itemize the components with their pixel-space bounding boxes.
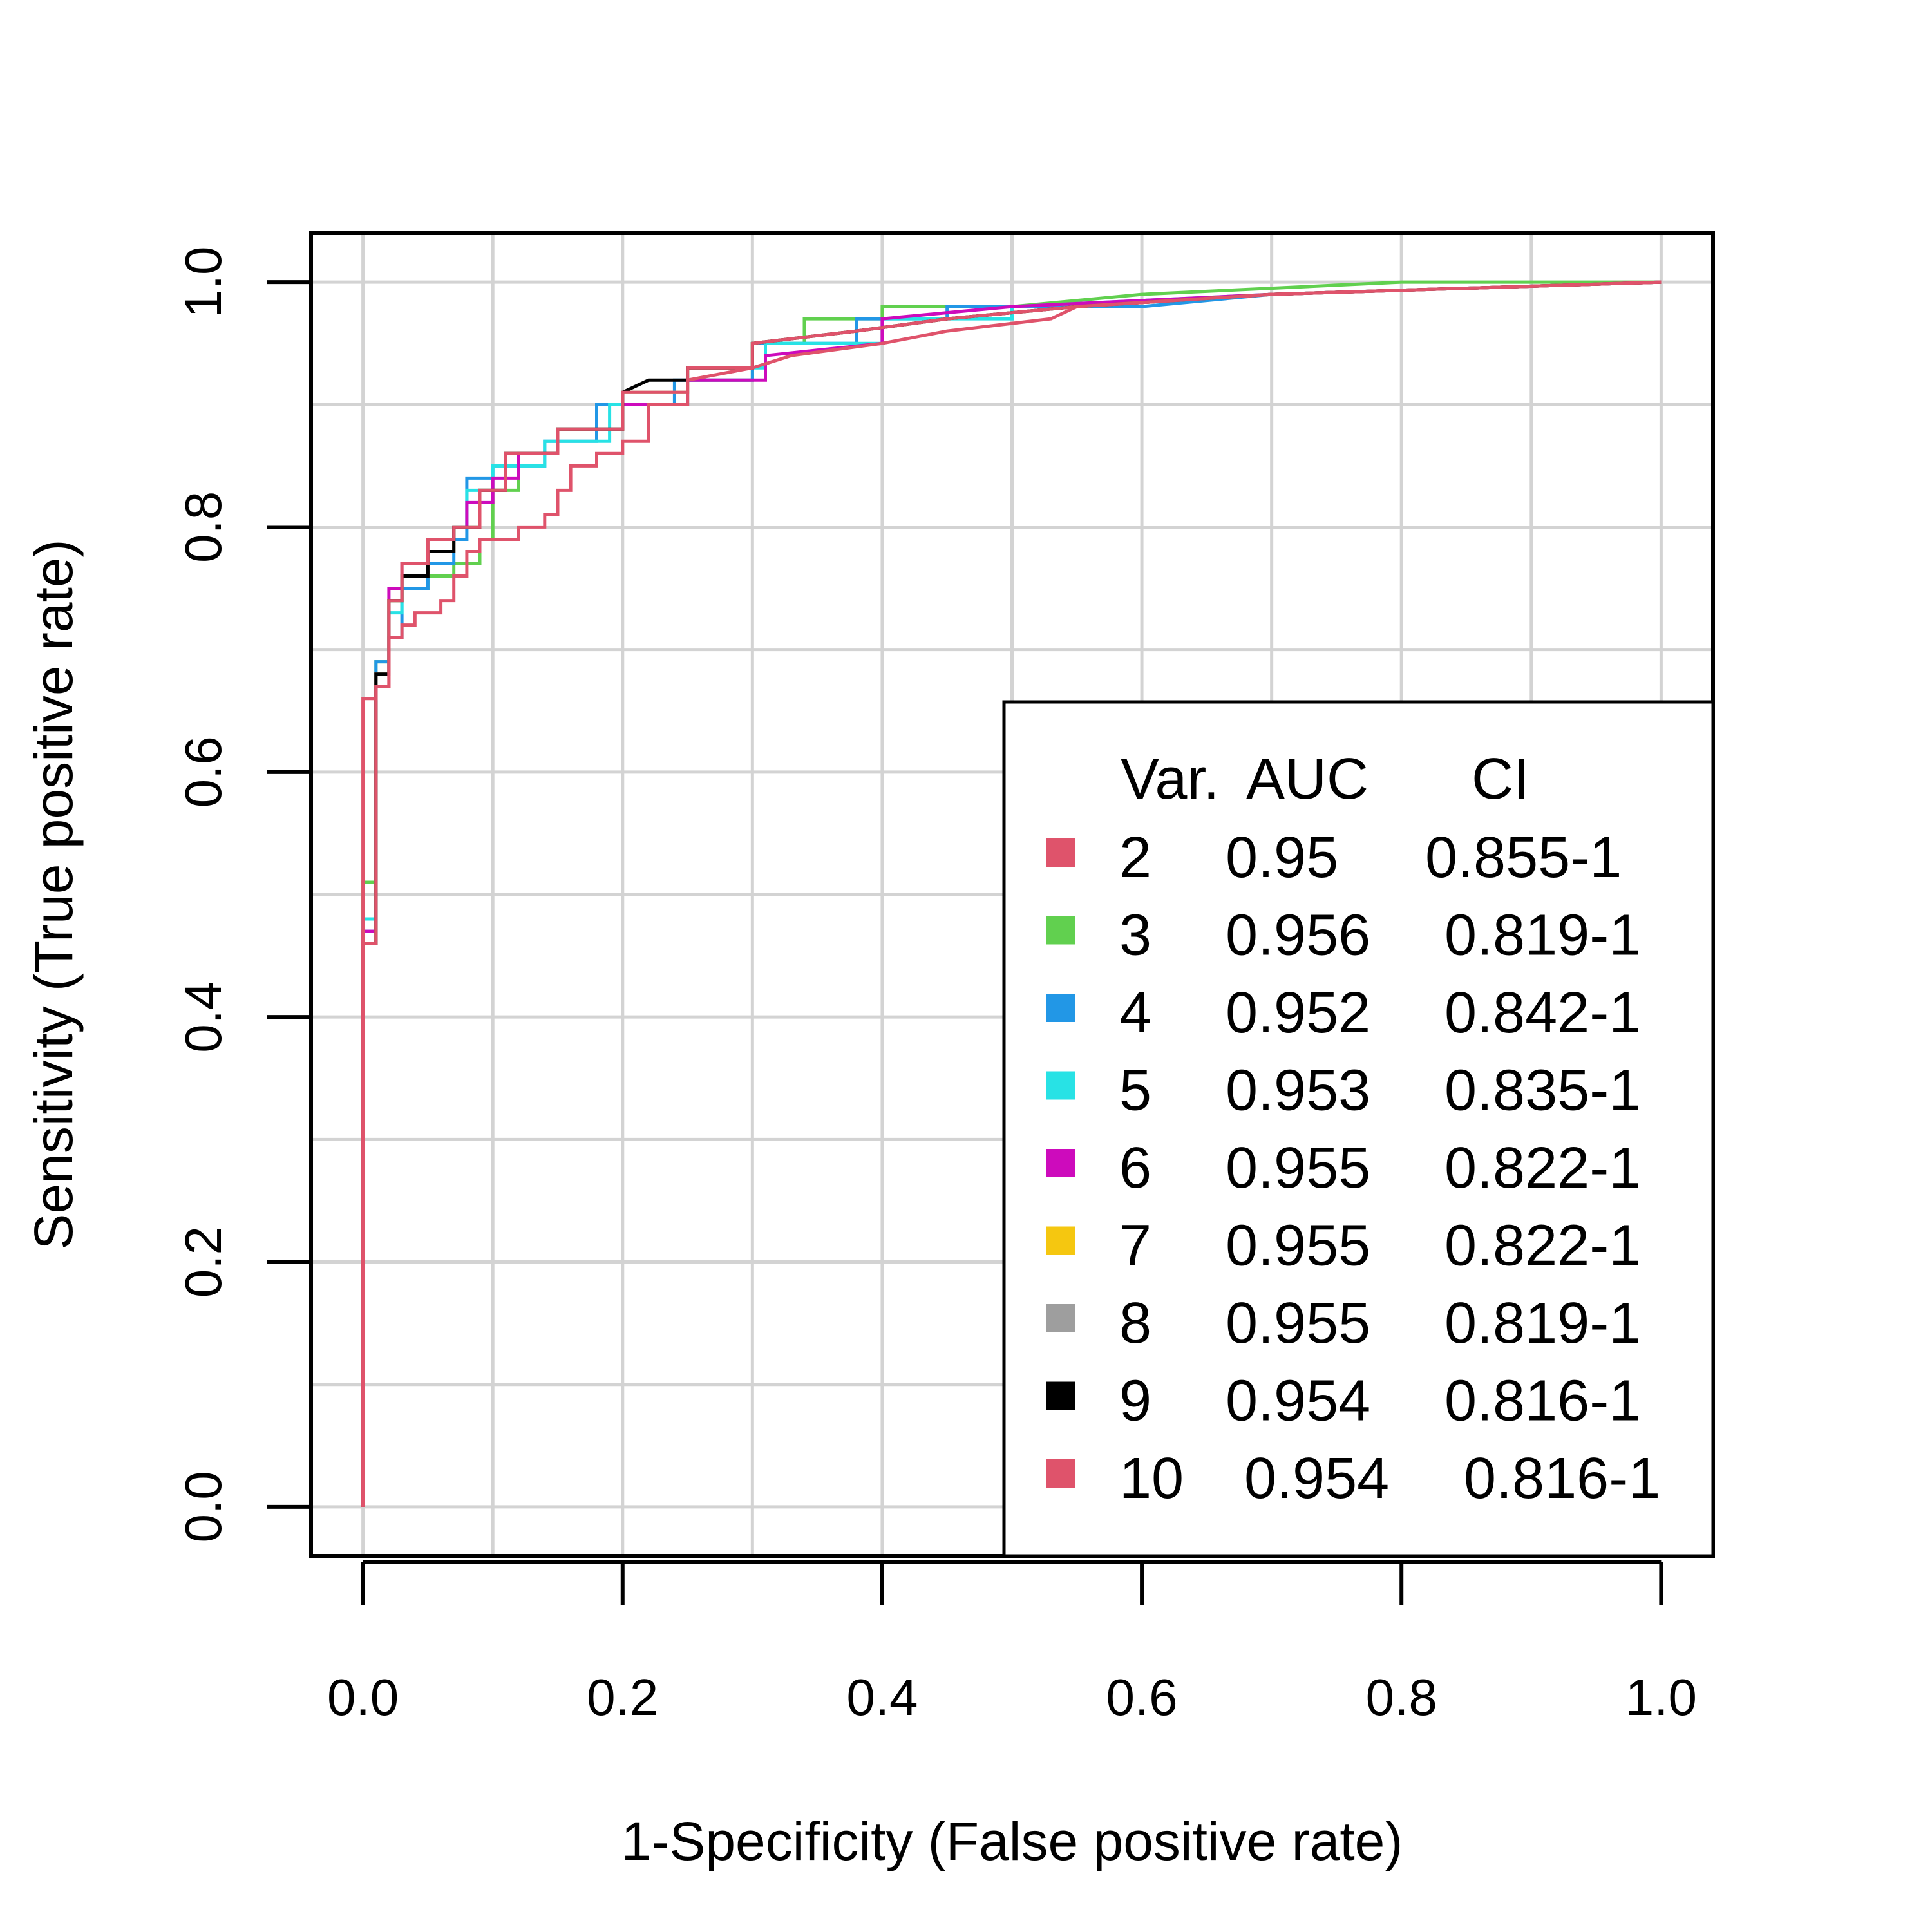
y-tick-label: 0.6 — [175, 736, 232, 808]
y-axis: 0.0 0.2 0.4 0.6 0.8 1.0 — [175, 246, 313, 1543]
x-tick-label: 0.6 — [1106, 1669, 1177, 1726]
x-tick-label: 0.4 — [846, 1669, 918, 1726]
legend-entry-auc: 0.955 — [1226, 1136, 1370, 1200]
legend-header-auc: AUC — [1246, 747, 1368, 811]
legend-entry-auc: 0.954 — [1226, 1369, 1370, 1434]
legend-entry-ci: 0.816-1 — [1464, 1446, 1660, 1511]
legend-entries: 2 0.95 0.855-1 3 0.956 0.819-1 4 0.952 0.842-1 5 0… — [1046, 826, 1660, 1511]
roc-curve-series-9 — [361, 280, 1662, 1507]
legend-box — [1002, 700, 1715, 1558]
legend-entry-ci: 0.855-1 — [1425, 826, 1622, 890]
legend-entry-auc: 0.953 — [1226, 1059, 1370, 1123]
legend-swatch — [1046, 916, 1075, 945]
legend-swatch — [1046, 1071, 1075, 1100]
legend-entry-ci: 0.842-1 — [1444, 981, 1641, 1045]
roc-curves — [361, 280, 1662, 1507]
x-axis-label: 1-Specificity (False positive rate) — [621, 1811, 1403, 1871]
legend-entry-var: 5 — [1119, 1059, 1151, 1123]
legend-entry-var: 10 — [1119, 1446, 1184, 1511]
legend-swatch — [1046, 838, 1075, 867]
legend-entry-ci: 0.819-1 — [1444, 904, 1641, 968]
roc-curve-series-4 — [361, 280, 1662, 1507]
legend-entry-var: 7 — [1119, 1214, 1151, 1278]
legend-entry-auc: 0.955 — [1226, 1291, 1370, 1356]
y-axis-label: Sensitivity (True positive rate) — [23, 539, 84, 1249]
legend-entry-var: 8 — [1119, 1291, 1151, 1356]
legend: Var. AUC CI 2 0.95 0.855-1 3 0.956 0.819-1 4 0.… — [1002, 700, 1715, 1558]
y-tick-label: 1.0 — [175, 246, 232, 317]
y-tick-label: 0.8 — [175, 491, 232, 563]
legend-entry-ci: 0.819-1 — [1444, 1291, 1641, 1356]
y-tick-label: 0.2 — [175, 1226, 232, 1298]
y-tick-label: 0.0 — [175, 1471, 232, 1542]
legend-entry-ci: 0.835-1 — [1444, 1059, 1641, 1123]
y-tick-label: 0.4 — [175, 981, 232, 1053]
legend-swatch — [1046, 1149, 1075, 1177]
legend-header-var: Var. — [1121, 747, 1219, 811]
legend-entry-var: 3 — [1119, 904, 1151, 968]
legend-entry-auc: 0.952 — [1226, 981, 1370, 1045]
legend-entry-ci: 0.822-1 — [1444, 1136, 1641, 1200]
x-tick-label: 0.8 — [1366, 1669, 1437, 1726]
legend-entry-auc: 0.954 — [1244, 1446, 1389, 1511]
legend-swatch — [1046, 1381, 1075, 1410]
roc-curve-series-8 — [361, 280, 1662, 1507]
legend-header-ci: CI — [1472, 747, 1530, 811]
legend-entry-var: 2 — [1119, 826, 1151, 890]
legend-entry-auc: 0.956 — [1226, 904, 1370, 968]
legend-swatch — [1046, 994, 1075, 1022]
legend-swatch — [1046, 1459, 1075, 1488]
legend-swatch — [1046, 1226, 1075, 1255]
legend-swatch — [1046, 1304, 1075, 1332]
x-tick-label: 0.0 — [327, 1669, 399, 1726]
legend-entry-auc: 0.955 — [1226, 1214, 1370, 1278]
legend-entry-ci: 0.816-1 — [1444, 1369, 1641, 1434]
legend-entry-ci: 0.822-1 — [1444, 1214, 1641, 1278]
x-tick-label: 1.0 — [1625, 1669, 1697, 1726]
x-axis: 0.0 0.2 0.4 0.6 0.8 1.0 — [327, 1560, 1697, 1726]
legend-entry-var: 9 — [1119, 1369, 1151, 1434]
legend-entry-auc: 0.95 — [1226, 826, 1338, 890]
legend-entry-var: 6 — [1119, 1136, 1151, 1200]
x-tick-label: 0.2 — [587, 1669, 658, 1726]
legend-entry-var: 4 — [1119, 981, 1151, 1045]
